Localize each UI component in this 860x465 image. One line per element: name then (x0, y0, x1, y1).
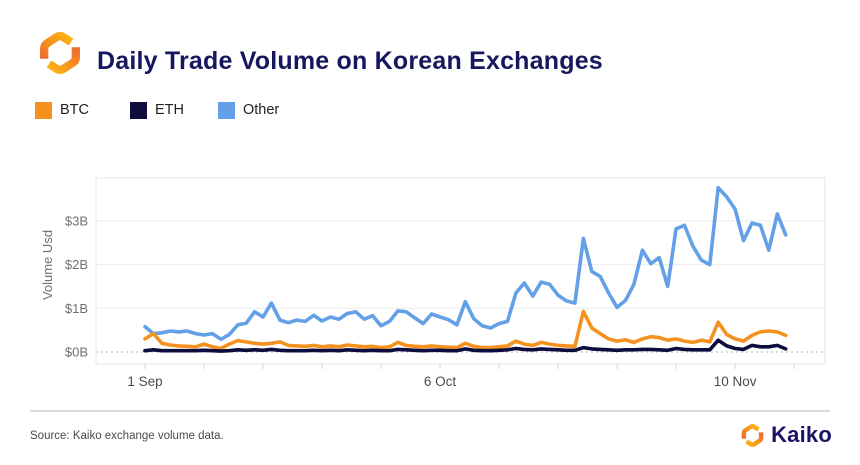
legend-label-btc: BTC (60, 102, 89, 118)
x-tick-label: 10 Nov (714, 374, 757, 389)
kaiko-footer-icon (740, 423, 765, 448)
y-tick-label: $2B (65, 257, 88, 272)
daily-volume-line-chart: $0B $1B $2B $3B 1 Sep 6 Oct 10 Nov Volume Usd (40, 177, 826, 389)
page-title: Daily Trade Volume on Korean Exchanges (97, 47, 603, 75)
brand-lockup: Kaiko (740, 422, 832, 448)
legend-item-other: Other (218, 101, 279, 119)
legend-label-other: Other (243, 102, 280, 118)
eth-swatch (130, 101, 147, 119)
y-tick-label: $0B (65, 345, 88, 360)
series-line-eth (143, 338, 788, 353)
legend-item-eth: ETH (130, 101, 184, 119)
series-line-btc (143, 309, 788, 351)
btc-swatch (35, 101, 52, 119)
legend-item-btc: BTC (35, 101, 89, 119)
chart-legend: BTC ETH Other (0, 101, 860, 121)
x-tick-label: 6 Oct (424, 374, 457, 389)
y-tick-label: $3B (65, 213, 88, 228)
y-axis-title: Volume Usd (40, 230, 55, 300)
other-swatch (218, 101, 235, 119)
footer-divider (30, 410, 830, 412)
x-tick-label: 1 Sep (127, 374, 162, 389)
plot-border (95, 177, 826, 365)
brand-name: Kaiko (771, 422, 832, 447)
kaiko-logo-icon (37, 30, 83, 76)
source-note: Source: Kaiko exchange volume data. (30, 430, 224, 442)
y-tick-label: $1B (65, 301, 88, 316)
legend-label-eth: ETH (155, 102, 184, 118)
series-line-other (143, 185, 788, 342)
